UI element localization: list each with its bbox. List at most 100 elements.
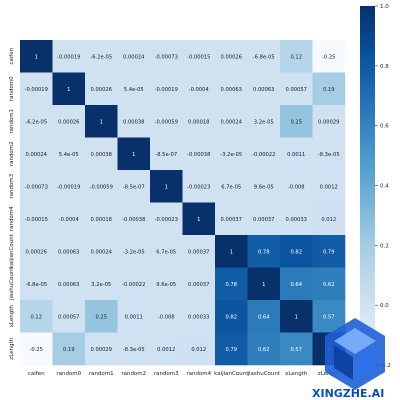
cell-value-label: -0.00073 xyxy=(25,184,48,190)
heatmap-cell-random0-random0 xyxy=(52,72,86,106)
colorbar-tick-label: 1.0 xyxy=(380,4,389,10)
cell-value-label: 0.62 xyxy=(323,282,335,288)
cell-value-label: 0.00063 xyxy=(58,282,79,288)
cell-value-label: 0.00057 xyxy=(286,87,307,93)
cell-value-label: 0.00026 xyxy=(221,54,242,60)
colorbar-tick-label: 0.6 xyxy=(380,124,389,130)
cell-value-label: -8.5e-07 xyxy=(155,152,177,158)
heatmap-cell-caifen-random0 xyxy=(52,40,86,73)
heatmap-cell-random3-kaijianCount xyxy=(215,170,248,203)
cell-value-label: 1 xyxy=(35,54,38,60)
heatmap-cell-zLength-random0 xyxy=(52,332,86,366)
heatmap-cell-random2-random3 xyxy=(150,137,183,171)
heatmap-cell-random3-xLength xyxy=(280,170,313,203)
watermark-logo: XINGZHE.AI xyxy=(312,318,385,400)
heatmap-cell-random2-jiashuCount xyxy=(247,137,281,171)
heatmap-cell-random1-caifen xyxy=(20,105,53,138)
cell-value-label: -0.00073 xyxy=(155,54,178,60)
heatmap-cell-random0-kaijianCount xyxy=(215,72,248,106)
heatmap-cell-jiashuCount-zLength xyxy=(312,267,346,301)
cell-value-label: 9.6e-05 xyxy=(254,184,274,190)
cell-value-label: 0.82 xyxy=(290,249,302,255)
cube-logo-icon xyxy=(325,318,385,390)
cell-value-label: -6.2e-05 xyxy=(90,54,112,60)
cell-value-label: -6.8e-05 xyxy=(25,282,47,288)
heatmap-cell-random0-jiashuCount xyxy=(247,72,281,106)
heatmap-cell-kaijianCount-jiashuCount xyxy=(247,235,281,268)
heatmap-cell-kaijianCount-random3 xyxy=(150,235,183,268)
cell-value-label: 0.19 xyxy=(323,87,335,93)
cell-value-label: 0.00038 xyxy=(123,119,144,125)
cell-value-label: 1 xyxy=(262,282,265,288)
heatmap-cell-random4-zLength xyxy=(312,202,346,236)
x-tick-label-random0: random0 xyxy=(56,371,81,377)
cell-value-label: -0.00022 xyxy=(252,152,275,158)
heatmap-cell-zLength-kaijianCount xyxy=(215,332,248,366)
y-tick-label-zLength: zLength xyxy=(9,337,15,359)
cell-value-label: 5.4e-05 xyxy=(59,152,79,158)
heatmap-cell-xLength-caifen xyxy=(20,300,53,333)
heatmap-cell-caifen-random1 xyxy=(85,40,118,73)
heatmap-cell-random2-random4 xyxy=(182,137,216,171)
cell-value-label: 1 xyxy=(100,119,103,125)
heatmap-cell-random1-random4 xyxy=(182,105,216,138)
cell-value-label: 0.00029 xyxy=(91,347,112,353)
heatmap-cell-xLength-random1 xyxy=(85,300,118,333)
heatmap-cell-random0-caifen xyxy=(20,72,53,106)
cell-value-label: 3.2e-05 xyxy=(91,282,111,288)
cell-value-label: -0.00019 xyxy=(57,54,80,60)
cell-value-label: -0.00023 xyxy=(187,184,210,190)
heatmap-cell-random0-random3 xyxy=(150,72,183,106)
heatmap-cell-caifen-xLength xyxy=(280,40,313,73)
cell-value-label: -8.5e-07 xyxy=(123,184,145,190)
heatmap-cell-jiashuCount-caifen xyxy=(20,267,53,301)
cell-value-label: 1 xyxy=(295,314,298,320)
y-tick-label-xLength: xLength xyxy=(9,305,15,328)
y-tick-label-caifen: caifen xyxy=(9,47,15,64)
heatmap-cell-random2-random0 xyxy=(52,137,86,171)
heatmap-cell-random1-random0 xyxy=(52,105,86,138)
cell-value-label: 0.00033 xyxy=(286,217,307,223)
cell-value-label: 9.6e-05 xyxy=(156,282,176,288)
heatmap-cell-kaijianCount-random2 xyxy=(117,235,151,268)
cell-value-label: 0.00026 xyxy=(91,87,112,93)
heatmap-cell-random2-random1 xyxy=(85,137,118,171)
y-tick-label-random0: random0 xyxy=(9,76,15,101)
heatmap-cell-random3-random3 xyxy=(150,170,183,203)
colorbar-tick-label: 0.2 xyxy=(380,243,389,249)
heatmap-cell-xLength-jiashuCount xyxy=(247,300,281,333)
cell-value-label: 0.00024 xyxy=(123,54,145,60)
heatmap-cell-random4-jiashuCount xyxy=(247,202,281,236)
cell-value-label: 0.00037 xyxy=(188,282,209,288)
heatmap-cell-kaijianCount-xLength xyxy=(280,235,313,268)
heatmap-cell-random1-random2 xyxy=(117,105,151,138)
heatmap-cell-random0-random2 xyxy=(117,72,151,106)
heatmap-cell-random3-jiashuCount xyxy=(247,170,281,203)
heatmap-cell-random3-random2 xyxy=(117,170,151,203)
cell-value-label: 0.78 xyxy=(225,282,237,288)
y-tick-label-kaijianCount: kaijianCount xyxy=(9,233,15,268)
y-axis-tick-labels: caifen random0 random1 random2 random3 random… xyxy=(9,47,15,359)
cell-value-label: 0.0011 xyxy=(125,314,143,320)
cell-value-label: 0.25 xyxy=(290,119,302,125)
y-tick-label-random4: random4 xyxy=(9,206,15,231)
colorbar-tick-label: 0.8 xyxy=(380,64,389,70)
cell-value-label: 0.64 xyxy=(258,314,270,320)
cell-value-label: 3.2e-05 xyxy=(254,119,274,125)
cell-value-label: -3.2e-05 xyxy=(123,249,145,255)
heatmap-cell-zLength-random1 xyxy=(85,332,118,366)
heatmap-cell-random3-random0 xyxy=(52,170,86,203)
colorbar-ticks: 1.0 0.8 0.6 0.4 0.2 0.0 -0.2 xyxy=(375,4,391,369)
heatmap-cell-caifen-zLength xyxy=(312,40,346,73)
heatmap-cell-zLength-jiashuCount xyxy=(247,332,281,366)
cell-value-label: -8.3e-05 xyxy=(318,152,340,158)
cell-value-label: -0.00019 xyxy=(155,87,178,93)
cell-value-label: -0.00038 xyxy=(122,217,145,223)
colorbar-tick-label: 0.4 xyxy=(380,184,389,190)
heatmap-cell-random1-jiashuCount xyxy=(247,105,281,138)
heatmap-cell-caifen-random3 xyxy=(150,40,183,73)
heatmap-cell-random4-kaijianCount xyxy=(215,202,248,236)
cell-value-label: -0.25 xyxy=(30,347,43,353)
heatmap-cell-random1-kaijianCount xyxy=(215,105,248,138)
heatmap-cell-random3-random4 xyxy=(182,170,216,203)
